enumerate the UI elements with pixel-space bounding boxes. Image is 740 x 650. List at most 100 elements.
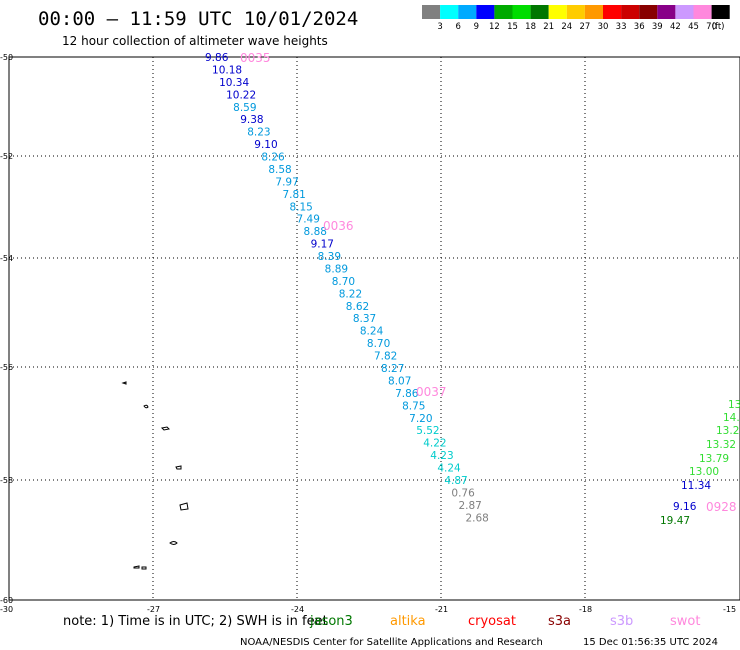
- swh-value: 10.18: [212, 64, 242, 76]
- longitude-tick-label: -21: [435, 605, 448, 614]
- island-shape: [141, 566, 147, 570]
- legend-label: 33: [616, 22, 627, 32]
- satellite-s3a: s3a: [548, 614, 571, 629]
- swh-value: 8.58: [268, 164, 291, 176]
- swh-value: 11.34: [681, 480, 711, 492]
- swh-value: 9.16: [673, 501, 697, 513]
- swh-value: 2.68: [465, 512, 488, 524]
- swh-value: 9.10: [254, 139, 277, 151]
- island-shape: [133, 565, 140, 569]
- swh-value: 8.59: [233, 102, 256, 114]
- swh-value: 13.32: [706, 439, 736, 451]
- satellite-cryosat: cryosat: [468, 614, 516, 629]
- swh-value: 14.: [723, 412, 740, 424]
- legend-label: 27: [579, 22, 590, 32]
- legend-swatch: [548, 5, 567, 19]
- island-outlines: [121, 381, 189, 570]
- pass-label: 0928: [706, 500, 737, 514]
- swh-value: 9.17: [311, 239, 334, 251]
- legend-swatch: [530, 5, 549, 19]
- map-grid: -30 -27 -24 -21 -18 -15 -50 -52 -54 -56 -58 -60: [0, 53, 740, 614]
- map-title: 00:00 – 11:59 UTC 10/01/2024: [38, 8, 358, 30]
- legend-label: 9: [474, 22, 479, 32]
- legend-unit: (ft): [712, 22, 725, 32]
- legend-label: 24: [561, 22, 572, 32]
- legend-label: 15: [507, 22, 518, 32]
- color-legend: 3 6 9 12 15 18 21 24 27 30 33 36 39 42 45 70(ft): [422, 5, 730, 32]
- swh-observations: 9.8610.1810.3410.228.599.388.239.108.268…: [205, 52, 740, 527]
- swh-value: 10.22: [226, 89, 256, 101]
- island-shape: [169, 541, 178, 545]
- swh-value: 5.52: [416, 425, 439, 437]
- latitude-tick-label: -58: [0, 476, 13, 485]
- swh-value: 4.23: [430, 450, 453, 462]
- legend-label: 18: [525, 22, 536, 32]
- swh-value: 13.00: [689, 466, 719, 478]
- legend-label: 45: [688, 22, 699, 32]
- satellite-key: jason3 altika cryosat s3a s3b swot: [309, 614, 700, 629]
- legend-swatch: [584, 5, 603, 19]
- swh-value: 7.81: [282, 189, 305, 201]
- map-frame: [8, 56, 740, 601]
- legend-swatch: [566, 5, 585, 19]
- legend-swatch: [494, 5, 513, 19]
- latitude-tick-label: -50: [0, 53, 13, 62]
- note-text: note: 1) Time is in UTC; 2) SWH is in fe…: [63, 614, 328, 629]
- legend-label: 21: [543, 22, 554, 32]
- swh-value: 7.20: [409, 413, 432, 425]
- swh-value: 8.22: [339, 288, 362, 300]
- footer-timestamp: 15 Dec 01:56:35 UTC 2024: [583, 637, 718, 648]
- swh-value: 13.79: [699, 453, 729, 465]
- swh-value: 8.62: [346, 301, 369, 313]
- pass-label: 0035: [240, 51, 271, 65]
- swh-value: 8.70: [332, 276, 355, 288]
- swh-value: 8.24: [360, 326, 384, 338]
- swh-value: 10.34: [219, 77, 249, 89]
- latitude-tick-label: -54: [0, 254, 13, 263]
- swh-value: 8.07: [388, 375, 411, 387]
- map-subtitle: 12 hour collection of altimeter wave hei…: [62, 34, 328, 48]
- swh-value: 8.89: [325, 263, 348, 275]
- legend-label: 36: [634, 22, 645, 32]
- swh-value: 0.76: [451, 487, 475, 499]
- longitude-tick-label: -18: [579, 605, 592, 614]
- swh-value: 8.39: [318, 251, 341, 263]
- swh-value: 8.23: [247, 127, 270, 139]
- legend-label: 6: [455, 22, 460, 32]
- island-shape: [121, 381, 127, 385]
- latitude-tick-label: -60: [0, 596, 13, 605]
- longitude-tick-label: -15: [723, 605, 736, 614]
- legend-swatch: [603, 5, 622, 19]
- swh-value: 4.87: [444, 475, 467, 487]
- pass-label: 0036: [323, 219, 354, 233]
- swh-value: 8.88: [304, 226, 327, 238]
- legend-label: 42: [670, 22, 681, 32]
- latitude-tick-label: -52: [0, 152, 13, 161]
- swh-value: 9.86: [205, 52, 229, 64]
- swh-value: 8.37: [353, 313, 376, 325]
- island-shape: [160, 426, 171, 431]
- legend-swatch: [440, 5, 459, 19]
- legend-label: 12: [489, 22, 500, 32]
- swh-value: 19.47: [660, 515, 690, 527]
- island-shape: [143, 404, 149, 409]
- swh-value: 9.38: [240, 114, 263, 126]
- swh-value: 4.22: [423, 438, 446, 450]
- legend-swatch: [711, 5, 730, 19]
- satellite-swot: swot: [670, 614, 700, 629]
- swh-value: 7.97: [275, 176, 298, 188]
- legend-swatch: [512, 5, 531, 19]
- longitude-tick-label: -30: [0, 605, 13, 614]
- island-shape: [179, 502, 189, 511]
- longitude-tick-label: -27: [147, 605, 160, 614]
- swh-value: 8.15: [289, 201, 312, 213]
- legend-label: 39: [652, 22, 663, 32]
- satellite-altika: altika: [390, 614, 426, 629]
- satellite-jason3: jason3: [309, 614, 353, 629]
- swh-value: 8.70: [367, 338, 390, 350]
- legend-swatch: [675, 5, 694, 19]
- legend-label: 70: [706, 22, 717, 32]
- legend-swatch: [476, 5, 495, 19]
- swh-value: 7.49: [297, 214, 320, 226]
